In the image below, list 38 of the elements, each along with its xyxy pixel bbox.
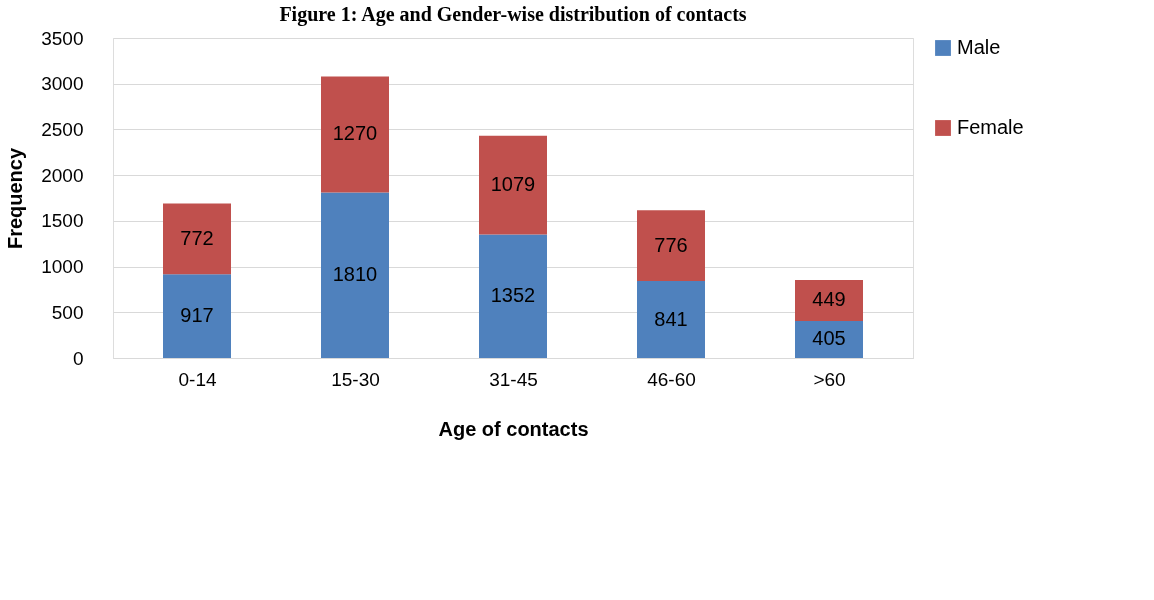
data-label: 449: [812, 288, 846, 311]
y-tick-label: 1500: [41, 210, 84, 232]
x-tick-label: 46-60: [647, 368, 696, 390]
x-tick-label: >60: [813, 368, 846, 390]
chart-title: Figure 1: Age and Gender-wise distribution of contacts: [279, 3, 747, 26]
data-label: 405: [812, 327, 846, 350]
y-tick-label: 3500: [41, 27, 84, 49]
x-tick-label: 0-14: [178, 368, 217, 390]
legend-label: Male: [957, 36, 1001, 58]
bar: [637, 281, 705, 358]
data-label: 1810: [332, 263, 378, 286]
data-label: 776: [654, 233, 688, 256]
y-tick-label: 500: [51, 301, 84, 323]
bar: [321, 192, 389, 358]
data-label: 772: [180, 226, 214, 249]
legend-label: Female: [957, 116, 1024, 138]
data-label: 1270: [332, 122, 378, 145]
bar: [479, 135, 547, 235]
y-tick-label: 2500: [41, 118, 84, 140]
x-tick-label: 15-30: [331, 368, 380, 390]
bar: [321, 76, 389, 193]
bar: [637, 210, 705, 282]
data-label: 841: [654, 307, 688, 330]
bar: [795, 279, 863, 321]
y-tick-label: 2000: [41, 164, 84, 186]
bar: [479, 234, 547, 358]
data-label: 1079: [490, 173, 536, 196]
bar: [163, 203, 231, 275]
bar: [795, 320, 863, 358]
bar: [163, 274, 231, 358]
x-axis-title: Age of contacts: [438, 417, 589, 440]
data-label: 917: [180, 304, 214, 327]
data-label: 1352: [490, 284, 536, 307]
y-tick-label: 3000: [41, 73, 84, 95]
y-axis-title: Frequency: [4, 147, 27, 250]
x-tick-label: 31-45: [489, 368, 538, 390]
y-tick-label: 0: [72, 347, 84, 369]
y-tick-label: 1000: [41, 256, 84, 278]
